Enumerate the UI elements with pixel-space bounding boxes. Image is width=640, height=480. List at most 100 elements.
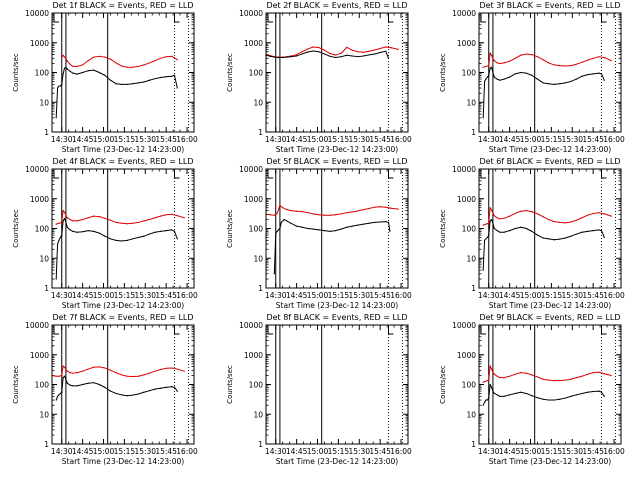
data-point-events-0-14 [323,230,326,232]
data-point-lld-1-8 [72,220,74,222]
data-point-lld-1-4 [490,54,493,56]
data-point-lld-1-8 [296,210,298,212]
data-point-lld-1-18 [553,64,555,66]
data-point-events-0-22 [379,51,381,54]
data-point-events-0-26 [159,230,162,232]
data-point-lld-1-10 [312,46,314,48]
data-point-events-0-27 [165,76,167,78]
data-point-lld-1-12 [520,372,522,374]
data-point-lld-1-20 [564,65,566,67]
data-point-lld-1-15 [340,52,342,54]
data-point-events-0-3 [277,229,280,231]
data-point-events-0-15 [98,71,100,74]
x-tick-label: 15:00 [520,447,542,456]
data-point-events-0-0 [273,273,275,275]
x-tick-label: 14:30 [478,291,500,300]
x-tick-label: 15:45 [369,135,391,144]
data-point-lld-1-19 [357,210,359,212]
data-point-lld-1-22 [373,206,376,208]
data-point-lld-1-4 [63,211,66,213]
x-tick-label: 14:30 [265,447,287,456]
y-tick-label: 10 [466,410,476,419]
data-point-lld-1-20 [137,221,139,224]
data-point-lld-1-20 [564,379,566,381]
panel-title: Det 8f BLACK = Events, RED = LLD [266,313,407,322]
panel-5: Det 5f BLACK = Events, RED = LLD Counts/s… [226,157,412,310]
data-point-lld-1-1 [269,214,271,216]
data-point-events-0-5 [489,383,491,386]
data-point-events-0-13 [514,227,516,230]
data-point-events-0-9 [496,78,498,80]
data-point-events-0-24 [379,221,381,223]
data-point-events-0-7 [65,378,67,380]
x-tick-label: 15:00 [93,291,115,300]
data-point-lld-1-14 [531,211,533,213]
x-tick-label: 15:00 [93,447,115,456]
x-tick-label: 14:30 [265,135,287,144]
data-point-events-0-1 [56,243,59,245]
x-tick-label: 15:45 [582,447,604,456]
y-tick-label: 100 [462,225,477,234]
series-line-events [273,219,391,274]
data-point-lld-1-17 [548,379,550,381]
data-point-lld-1-2 [58,375,60,377]
panel-3: Det 3f BLACK = Events, RED = LLD Counts/s… [439,1,625,154]
data-point-events-0-19 [362,55,365,57]
data-point-lld-1-18 [553,380,555,382]
data-point-lld-1-28 [183,217,185,219]
data-point-events-0-19 [121,240,123,242]
data-point-events-0-3 [59,85,61,87]
data-point-lld-1-1 [485,65,487,68]
data-point-lld-1-18 [357,51,359,53]
data-point-lld-1-8 [301,51,303,53]
data-point-events-0-4 [488,234,490,236]
data-point-lld-1-9 [503,217,505,219]
x-tick-label: 14:45 [72,291,94,300]
data-point-events-0-0 [55,278,57,280]
y-tick-label: 1 [258,284,263,293]
x-tick-label: 15:15 [328,135,350,144]
data-point-lld-1-15 [109,219,112,221]
data-point-events-0-28 [598,229,600,231]
data-point-lld-1-11 [312,213,314,215]
data-point-events-0-16 [104,235,106,237]
x-tick-label: 14:30 [51,447,73,456]
data-point-lld-1-19 [559,221,561,224]
data-point-events-0-7 [65,221,67,224]
data-point-lld-1-5 [63,366,66,368]
data-point-lld-1-19 [559,380,561,382]
data-point-events-0-14 [520,71,522,74]
x-tick-label: 16:00 [603,447,625,456]
data-point-events-0-14 [93,382,95,384]
data-point-events-0-24 [575,78,578,80]
data-point-events-0-12 [82,383,84,386]
data-point-events-0-5 [62,220,64,222]
data-point-lld-1-16 [346,46,348,48]
data-point-lld-1-10 [93,56,95,58]
data-point-events-0-14 [335,56,337,59]
data-point-lld-1-15 [104,367,106,369]
data-point-events-0-2 [485,399,487,401]
data-point-lld-1-18 [121,374,123,376]
data-point-lld-1-28 [610,374,612,377]
data-point-events-0-29 [600,230,603,232]
data-point-lld-1-5 [69,63,71,65]
x-tick-label: 15:30 [134,447,156,456]
data-point-events-0-26 [387,221,390,224]
x-tick-label: 15:00 [520,291,542,300]
data-point-events-0-29 [173,230,176,232]
data-point-lld-1-3 [489,207,491,209]
data-point-events-0-18 [115,392,117,395]
data-point-lld-1-2 [488,379,490,381]
data-point-events-0-1 [56,87,59,89]
data-point-lld-1-12 [87,368,89,370]
data-point-events-0-20 [553,239,555,241]
data-point-lld-1-4 [62,365,64,367]
data-point-events-0-29 [173,74,176,76]
data-point-events-0-9 [69,70,71,72]
data-point-lld-1-16 [109,369,112,371]
data-point-events-0-6 [490,218,493,221]
y-tick-label: 10000 [239,321,263,330]
x-axis-label: Start Time (23-Dec-12 14:23:00) [489,145,611,154]
